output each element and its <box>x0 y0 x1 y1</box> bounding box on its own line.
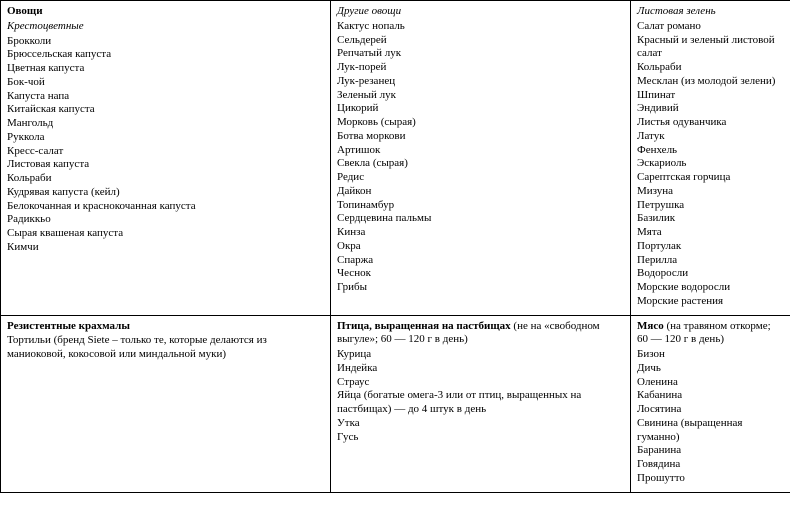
list-item: Сарептская горчица <box>637 171 784 185</box>
header-compound: Птица, выращенная на пастбищах (не на «с… <box>337 320 624 348</box>
list-item: Лук-резанец <box>337 75 624 89</box>
list-item: Брюссельская капуста <box>7 48 324 62</box>
item-list: Тортильи (бренд Siete – только те, котор… <box>7 334 324 362</box>
list-item: Салат романо <box>637 20 784 34</box>
header-bold: Овощи <box>7 5 324 19</box>
list-item: Фенхель <box>637 144 784 158</box>
list-item: Мизуна <box>637 185 784 199</box>
header-compound: Мясо (на травяном откорме; 60 — 120 г в … <box>637 320 784 348</box>
list-item: Белокочанная и краснокочанная капуста <box>7 200 324 214</box>
list-item: Эндивий <box>637 102 784 116</box>
list-item: Индейка <box>337 362 624 376</box>
table-row: Овощи Крестоцветные БрокколиБрюссельская… <box>1 1 790 316</box>
cell-leafy-greens: Листовая зелень Салат романоКрасный и зе… <box>631 1 790 316</box>
list-item: Сырая квашеная капуста <box>7 227 324 241</box>
list-item: Мята <box>637 226 784 240</box>
list-item: Лосятина <box>637 403 784 417</box>
list-item: Водоросли <box>637 267 784 281</box>
item-list: БизонДичьОленинаКабанинаЛосятинаСвинина … <box>637 348 784 486</box>
list-item: Мангольд <box>7 117 324 131</box>
list-item: Кольраби <box>7 172 324 186</box>
list-item: Тортильи (бренд Siete – только те, котор… <box>7 334 324 362</box>
list-item: Лук-порей <box>337 61 624 75</box>
list-item: Дичь <box>637 362 784 376</box>
list-item: Капуста напа <box>7 90 324 104</box>
list-item: Кабанина <box>637 389 784 403</box>
list-item: Листья одуванчика <box>637 116 784 130</box>
list-item: Топинамбур <box>337 199 624 213</box>
header-bold: Мясо <box>637 320 664 332</box>
list-item: Кольраби <box>637 61 784 75</box>
item-list: БрокколиБрюссельская капустаЦветная капу… <box>7 35 324 255</box>
list-item: Латук <box>637 130 784 144</box>
food-table: Овощи Крестоцветные БрокколиБрюссельская… <box>0 0 790 493</box>
cell-vegetables-cruciferous: Овощи Крестоцветные БрокколиБрюссельская… <box>1 1 331 316</box>
list-item: Редис <box>337 171 624 185</box>
list-item: Оленина <box>637 376 784 390</box>
list-item: Кимчи <box>7 241 324 255</box>
cell-other-vegetables: Другие овощи Кактус нопальСельдерейРепча… <box>331 1 631 316</box>
list-item: Спаржа <box>337 254 624 268</box>
header-italic: Листовая зелень <box>637 5 784 19</box>
header-bold: Резистентные крахмалы <box>7 320 324 334</box>
cell-meat: Мясо (на травяном откорме; 60 — 120 г в … <box>631 315 790 492</box>
list-item: Утка <box>337 417 624 431</box>
header-italic: Крестоцветные <box>7 20 324 34</box>
list-item: Ботва моркови <box>337 130 624 144</box>
list-item: Шпинат <box>637 89 784 103</box>
list-item: Свекла (сырая) <box>337 157 624 171</box>
header-bold: Птица, выращенная на пастбищах <box>337 320 511 332</box>
list-item: Брокколи <box>7 35 324 49</box>
list-item: Морские водоросли <box>637 281 784 295</box>
list-item: Страус <box>337 376 624 390</box>
list-item: Кинза <box>337 226 624 240</box>
cell-poultry: Птица, выращенная на пастбищах (не на «с… <box>331 315 631 492</box>
list-item: Базилик <box>637 212 784 226</box>
list-item: Бизон <box>637 348 784 362</box>
list-item: Кактус нопаль <box>337 20 624 34</box>
list-item: Окра <box>337 240 624 254</box>
list-item: Месклан (из молодой зелени) <box>637 75 784 89</box>
list-item: Руккола <box>7 131 324 145</box>
list-item: Дайкон <box>337 185 624 199</box>
list-item: Бок-чой <box>7 76 324 90</box>
item-list: Салат романоКрасный и зеленый листовой с… <box>637 20 784 309</box>
list-item: Гусь <box>337 431 624 445</box>
list-item: Эскариоль <box>637 157 784 171</box>
list-item: Красный и зеленый листовой салат <box>637 34 784 62</box>
list-item: Говядина <box>637 458 784 472</box>
list-item: Сердцевина пальмы <box>337 212 624 226</box>
list-item: Кресс-салат <box>7 145 324 159</box>
list-item: Морские растения <box>637 295 784 309</box>
list-item: Перилла <box>637 254 784 268</box>
list-item: Петрушка <box>637 199 784 213</box>
list-item: Китайская капуста <box>7 103 324 117</box>
list-item: Цветная капуста <box>7 62 324 76</box>
list-item: Курица <box>337 348 624 362</box>
list-item: Цикорий <box>337 102 624 116</box>
item-list: КурицаИндейкаСтраусЯйца (богатые омега-3… <box>337 348 624 444</box>
list-item: Репчатый лук <box>337 47 624 61</box>
list-item: Грибы <box>337 281 624 295</box>
cell-resistant-starches: Резистентные крахмалы Тортильи (бренд Si… <box>1 315 331 492</box>
list-item: Сельдерей <box>337 34 624 48</box>
list-item: Свинина (выращенная гуманно) <box>637 417 784 445</box>
list-item: Радиккьо <box>7 213 324 227</box>
list-item: Кудрявая капуста (кейл) <box>7 186 324 200</box>
list-item: Морковь (сырая) <box>337 116 624 130</box>
list-item: Портулак <box>637 240 784 254</box>
list-item: Артишок <box>337 144 624 158</box>
header-italic: Другие овощи <box>337 5 624 19</box>
list-item: Листовая капуста <box>7 158 324 172</box>
list-item: Прошутто <box>637 472 784 486</box>
list-item: Чеснок <box>337 267 624 281</box>
item-list: Кактус нопальСельдерейРепчатый лукЛук-по… <box>337 20 624 295</box>
list-item: Яйца (богатые омега-3 или от птиц, выращ… <box>337 389 624 417</box>
list-item: Баранина <box>637 444 784 458</box>
list-item: Зеленый лук <box>337 89 624 103</box>
table-row: Резистентные крахмалы Тортильи (бренд Si… <box>1 315 790 492</box>
